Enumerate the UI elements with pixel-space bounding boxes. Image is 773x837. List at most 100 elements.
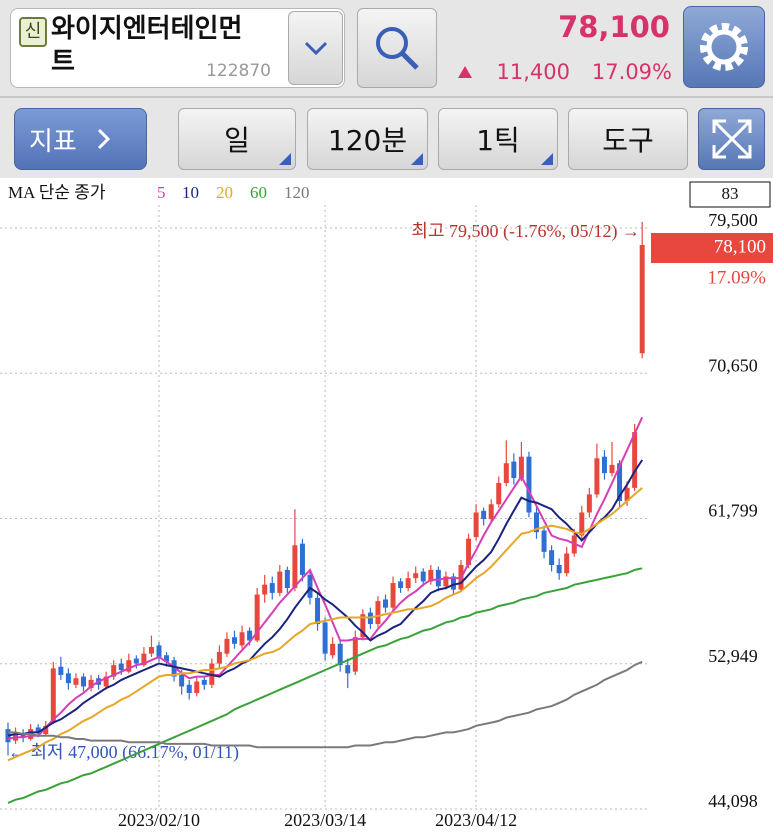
candle-body (73, 678, 79, 685)
candle-body (194, 681, 200, 694)
candle-body (171, 660, 177, 677)
candle-body (609, 464, 615, 474)
candle-body (299, 543, 305, 575)
tools-button[interactable]: 도구 (568, 108, 688, 170)
candle-body (20, 734, 26, 738)
legend-entry: 60 (250, 183, 267, 202)
legend-entry: 5 (157, 183, 166, 202)
search-button[interactable] (357, 8, 437, 88)
candle-body (383, 599, 388, 608)
candle-body (201, 679, 207, 685)
minute-label: 120분 (327, 124, 408, 157)
y-tick-label: 61,799 (708, 501, 758, 521)
candle-body (428, 569, 434, 582)
candle-body (337, 643, 343, 666)
candle-body (141, 653, 147, 666)
candle-body (292, 545, 298, 588)
candle-body (579, 512, 585, 536)
x-tick-label: 2023/03/14 (284, 810, 366, 830)
settings-button[interactable] (683, 6, 765, 88)
candle-body (450, 576, 456, 590)
period-label: 일 (224, 124, 250, 157)
ma-line (8, 660, 643, 749)
candle-body (148, 647, 154, 654)
candle-body (586, 494, 592, 513)
candle-body (269, 583, 275, 593)
candle-body (277, 571, 283, 593)
indicator-label: 지표 (29, 126, 77, 157)
search-icon (376, 27, 419, 70)
candle-body (322, 622, 328, 654)
y-tick-label: 79,500 (708, 210, 758, 230)
up-triangle (458, 66, 472, 78)
candle-body (639, 244, 645, 354)
chevron-icon (304, 41, 327, 56)
candle-body (390, 583, 396, 608)
credit-badge: 신 (19, 17, 47, 47)
price-tag-label: 78,100 (714, 236, 766, 257)
candle-body (594, 458, 600, 495)
top-box-label: 83 (722, 184, 739, 203)
price-change: 11,400 (496, 60, 570, 84)
legend-entry: 120 (284, 183, 310, 202)
stock-box[interactable]: 신 와이지엔터테인먼트 122870 (10, 8, 345, 88)
price-tag (651, 233, 773, 263)
candle-body (232, 637, 237, 644)
tools-label: 도구 (602, 124, 654, 157)
candle-body (617, 463, 623, 501)
candle-body (632, 432, 638, 488)
candle-body (133, 658, 139, 664)
candle-body (345, 665, 351, 674)
candle-body (511, 461, 517, 479)
candle-body (601, 456, 607, 474)
chart: MA 단순 종가 83 78,100 17.09% 최고 79,500 (-1.… (0, 178, 773, 837)
candle-body (534, 512, 539, 533)
candle-body (43, 725, 49, 735)
tick-label: 1틱 (476, 124, 520, 157)
candle-body (420, 571, 426, 582)
divider (0, 96, 773, 98)
stock-name: 와이지엔터테인먼트 (51, 14, 243, 77)
expand-button[interactable] (698, 108, 765, 170)
candle-body (164, 655, 170, 662)
y-tick-label: 52,949 (708, 646, 758, 666)
candle-body (35, 727, 41, 733)
current-price: 78,100 (558, 10, 670, 44)
tick-button[interactable]: 1틱 (438, 108, 558, 170)
candle-body (126, 660, 132, 672)
candle-body (239, 632, 245, 646)
candle-body (330, 643, 336, 656)
expand-icon (712, 119, 751, 159)
x-tick-label: 2023/04/12 (435, 810, 517, 830)
ma-line (7, 567, 643, 804)
y-tick-label: 70,650 (708, 355, 758, 375)
ma-line (7, 487, 643, 762)
ma-line (7, 459, 644, 737)
indicator-button[interactable]: 지표 (14, 108, 147, 170)
candle-body (179, 674, 185, 687)
period-button[interactable]: 일 (178, 108, 296, 170)
candle-body (413, 573, 419, 579)
candle-body (262, 584, 268, 595)
candle-body (496, 482, 502, 505)
candle-body (624, 487, 630, 501)
ma-line (7, 416, 644, 740)
candle-body (473, 512, 479, 538)
candle-body (103, 676, 109, 687)
candle-body (88, 679, 94, 689)
candle-body (50, 668, 56, 723)
x-tick-label: 2023/02/10 (118, 810, 200, 830)
top-box (689, 181, 771, 208)
candle-body (405, 578, 411, 588)
candle-body (254, 594, 260, 641)
minute-button[interactable]: 120분 (307, 108, 428, 170)
candle-body (216, 651, 222, 664)
dropdown-button[interactable] (288, 11, 343, 85)
candle-body (352, 637, 358, 672)
candle-body (224, 638, 230, 654)
candle-body (186, 684, 192, 694)
candle-body (118, 663, 124, 671)
candle-body (360, 614, 366, 638)
candle-body (466, 538, 472, 566)
